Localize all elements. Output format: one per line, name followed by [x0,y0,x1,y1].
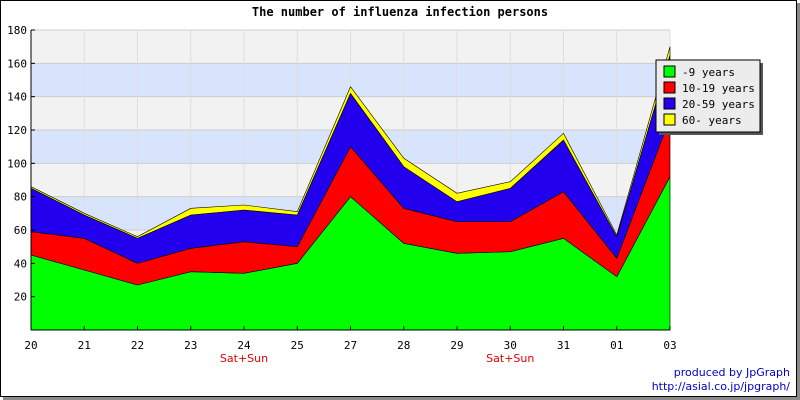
chart-title: The number of influenza infection person… [252,5,548,19]
legend-label: 10-19 years [682,82,755,95]
x-tick-label: 03 [663,339,676,352]
x-tick-label: 21 [78,339,91,352]
y-tick-label: 100 [7,157,27,170]
y-tick-label: 160 [7,57,27,70]
y-tick-label: 140 [7,91,27,104]
credit-line-1: produced by JpGraph [673,366,790,379]
legend-label: 60- years [682,114,742,127]
legend-label: 20-59 years [682,98,755,111]
x-tick-label: 24 [237,339,251,352]
x-annotation: Sat+Sun [220,352,268,365]
y-tick-label: 120 [7,124,27,137]
y-tick-label: 180 [7,24,27,37]
legend-label: -9 years [682,66,735,79]
credit: produced by JpGraph http://asial.co.jp/j… [652,366,790,394]
legend-swatch [663,113,676,126]
y-tick-label: 40 [14,257,27,270]
y-tick-label: 80 [14,191,27,204]
x-tick-label: 30 [504,339,517,352]
legend-swatch [663,65,676,78]
x-tick-label: 22 [131,339,144,352]
y-tick-label: 60 [14,224,27,237]
y-tick-label: 20 [14,291,27,304]
x-tick-label: 23 [184,339,197,352]
legend-swatch [663,81,676,94]
area-series-4 [30,46,671,239]
legend: -9 years 10-19 years 20-59 years 60- years [655,59,763,135]
x-tick-label: 27 [344,339,357,352]
x-tick-label: 20 [24,339,37,352]
x-tick-label: 29 [450,339,463,352]
x-tick-label: 31 [557,339,570,352]
credit-line-2[interactable]: http://asial.co.jp/jpgraph/ [651,380,790,393]
x-tick-label: 25 [291,339,304,352]
x-annotation: Sat+Sun [486,352,534,365]
legend-swatch [663,97,676,110]
x-tick-label: 01 [610,339,623,352]
x-tick-label: 28 [397,339,410,352]
